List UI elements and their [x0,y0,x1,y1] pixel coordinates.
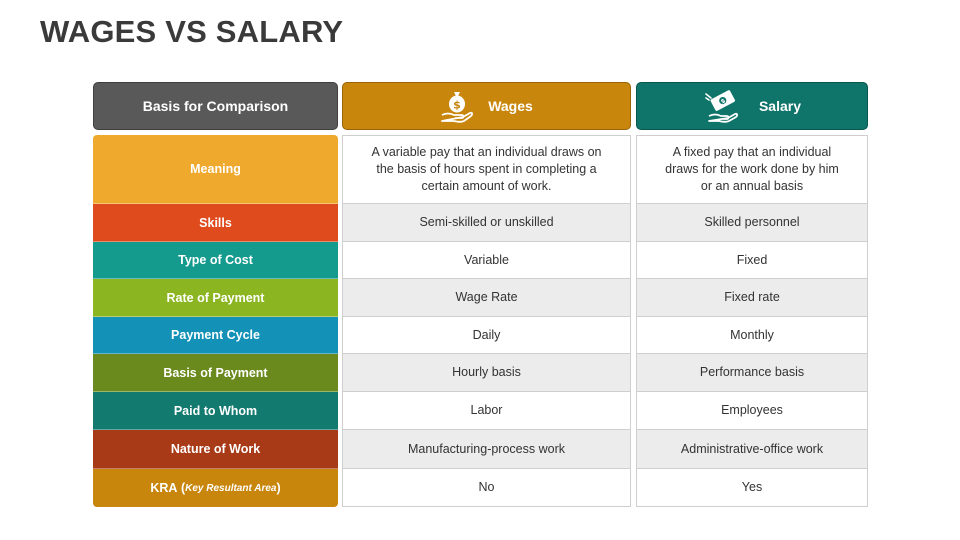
wages-cell-skills: Semi-skilled or unskilled [342,204,631,242]
row-label-payment-cycle: Payment Cycle [93,317,338,354]
wages-cell-type-of-cost: Variable [342,242,631,279]
salary-cell-basis-of-payment: Performance basis [636,354,868,392]
wages-cell-nature-of-work: Manufacturing-process work [342,430,631,469]
salary-cell-paid-to-whom: Employees [636,392,868,430]
salary-cell-payment-cycle: Monthly [636,317,868,354]
row-label-skills: Skills [93,204,338,242]
salary-cell-kra: Yes [636,469,868,507]
salary-cell-skills: Skilled personnel [636,204,868,242]
kra-label: KRA [150,481,178,495]
row-label-rate-of-payment: Rate of Payment [93,279,338,317]
kra-note: Key Resultant Area [185,482,277,494]
header-salary: $ Salary [636,82,868,130]
salary-cell-rate-of-payment: Fixed rate [636,279,868,317]
salary-cell-type-of-cost: Fixed [636,242,868,279]
svg-text:$: $ [720,97,727,105]
row-label-kra: KRA (Key Resultant Area) [93,469,338,507]
wages-cell-rate-of-payment: Wage Rate [342,279,631,317]
salary-cell-meaning: A fixed pay that an individual draws for… [636,135,868,204]
kra-paren-close: ) [276,481,281,495]
row-label-paid-to-whom: Paid to Whom [93,392,338,430]
header-basis-for-comparison: Basis for Comparison [93,82,338,130]
wages-cell-kra: No [342,469,631,507]
cash-hand-icon: $ [703,89,741,123]
comparison-basis-column: Meaning Skills Type of Cost Rate of Paym… [93,135,338,507]
svg-text:$: $ [453,99,461,112]
header-basis-label: Basis for Comparison [142,98,289,114]
wages-cell-meaning: A variable pay that an individual draws … [342,135,631,204]
row-label-nature-of-work: Nature of Work [93,430,338,469]
wages-cell-paid-to-whom: Labor [342,392,631,430]
page-title: WAGES VS SALARY [40,14,344,49]
row-label-basis-of-payment: Basis of Payment [93,354,338,392]
wages-cell-payment-cycle: Daily [342,317,631,354]
row-label-meaning: Meaning [93,135,338,204]
kra-paren-open: ( [180,481,186,495]
salary-column: A fixed pay that an individual draws for… [636,135,868,507]
salary-cell-nature-of-work: Administrative-office work [636,430,868,469]
header-salary-label: Salary [758,98,802,114]
row-label-type-of-cost: Type of Cost [93,242,338,279]
header-wages: $ Wages [342,82,631,130]
money-bag-hand-icon: $ [440,88,474,124]
wages-cell-basis-of-payment: Hourly basis [342,354,631,392]
wages-column: A variable pay that an individual draws … [342,135,631,507]
header-wages-label: Wages [488,98,533,114]
